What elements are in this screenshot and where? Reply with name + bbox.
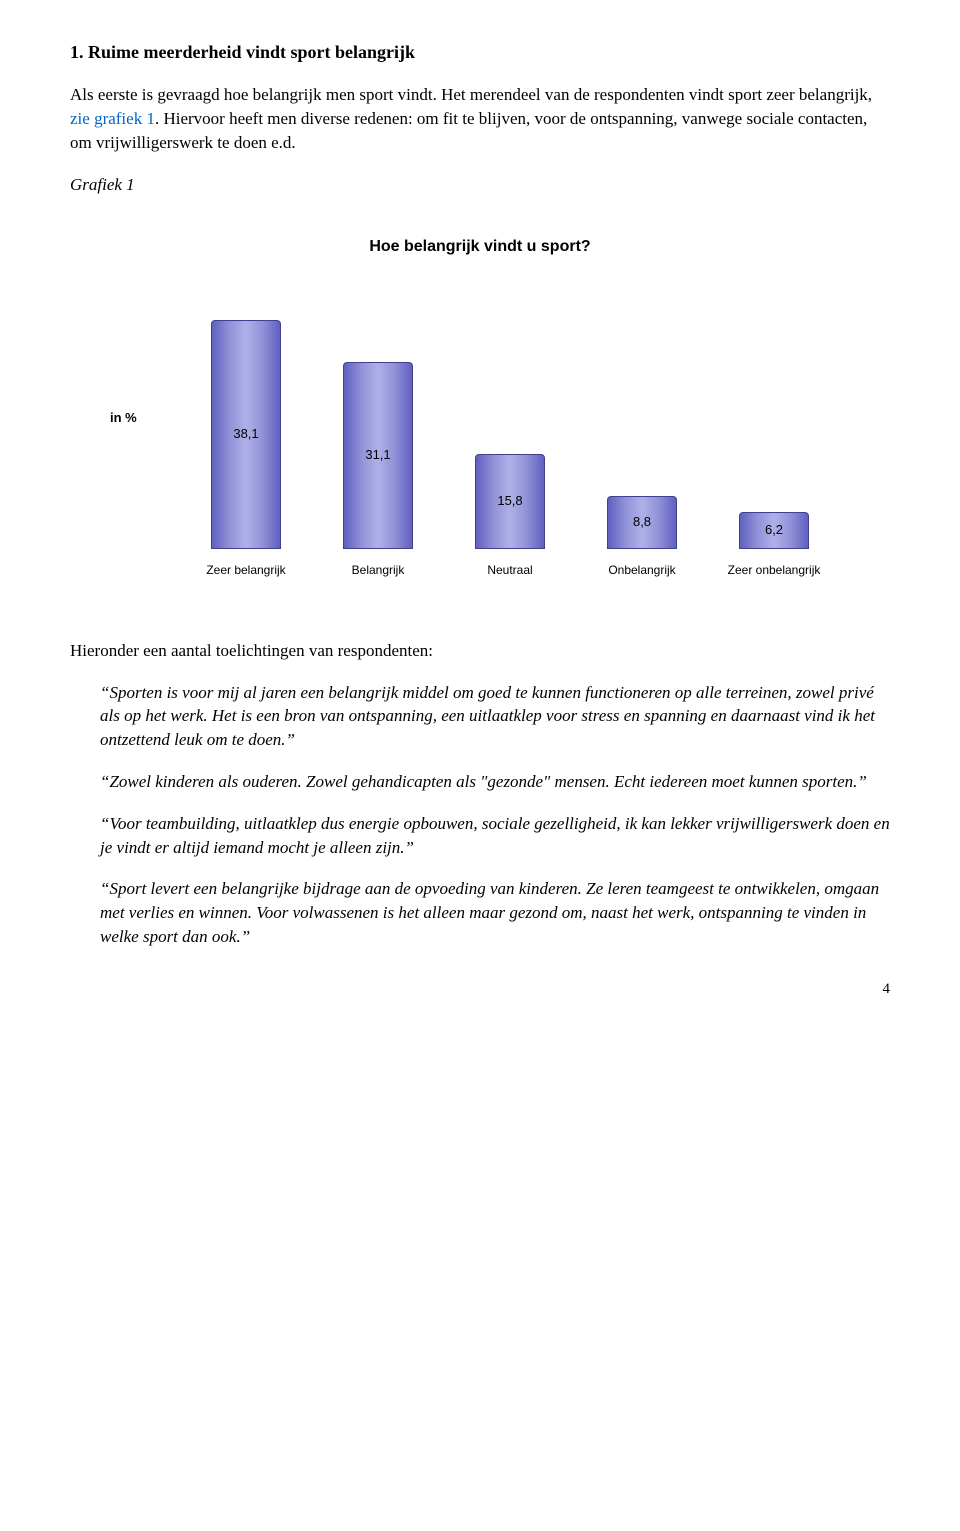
sub-heading: Hieronder een aantal toelichtingen van r…: [70, 639, 890, 663]
x-axis-labels: Zeer belangrijk Belangrijk Neutraal Onbelan…: [180, 562, 840, 579]
x-axis-category-label: Neutraal: [450, 562, 570, 579]
bar-value-label: 6,2: [765, 521, 783, 539]
respondent-quote: “Sport levert een belangrijke bijdrage a…: [100, 877, 890, 948]
x-axis-category-label: Zeer onbelangrijk: [714, 562, 834, 579]
respondent-quote: “Sporten is voor mij al jaren een belang…: [100, 681, 890, 752]
chart-title: Hoe belangrijk vindt u sport?: [70, 236, 890, 258]
grafiek-label: Grafiek 1: [70, 173, 890, 197]
bar: 6,2: [739, 512, 809, 549]
bar: 15,8: [475, 454, 545, 549]
section-title: 1. Ruime meerderheid vindt sport belangr…: [70, 40, 890, 65]
x-axis-category-label: Onbelangrijk: [582, 562, 702, 579]
respondent-quote: “Zowel kinderen als ouderen. Zowel gehan…: [100, 770, 890, 794]
bar-group: 31,1: [318, 362, 438, 549]
bar-value-label: 8,8: [633, 513, 651, 531]
bar: 8,8: [607, 496, 677, 549]
bars-container: 38,1 31,1 15,8 8,8 6,2: [180, 309, 840, 549]
x-axis-category-label: Zeer belangrijk: [186, 562, 306, 579]
intro-text-1: Als eerste is gevraagd hoe belangrijk me…: [70, 85, 872, 104]
bar: 38,1: [211, 320, 281, 549]
intro-paragraph: Als eerste is gevraagd hoe belangrijk me…: [70, 83, 890, 154]
graph-reference-link: zie grafiek 1: [70, 109, 155, 128]
bar-value-label: 15,8: [497, 492, 522, 510]
bar-value-label: 38,1: [233, 425, 258, 443]
bar-chart: in % 38,131,115,88,86,2 Zeer belangrijkB…: [120, 299, 840, 579]
intro-text-2: . Hiervoor heeft men diverse redenen: om…: [70, 109, 867, 152]
y-axis-label: in %: [110, 409, 137, 427]
bar-group: 6,2: [714, 512, 834, 549]
page-number: 4: [70, 979, 890, 1000]
bar: 31,1: [343, 362, 413, 549]
x-axis-category-label: Belangrijk: [318, 562, 438, 579]
bar-group: 15,8: [450, 454, 570, 549]
bar-value-label: 31,1: [365, 446, 390, 464]
bar-group: 8,8: [582, 496, 702, 549]
quotes-container: “Sporten is voor mij al jaren een belang…: [70, 681, 890, 949]
respondent-quote: “Voor teambuilding, uitlaatklep dus ener…: [100, 812, 890, 860]
bar-group: 38,1: [186, 320, 306, 549]
